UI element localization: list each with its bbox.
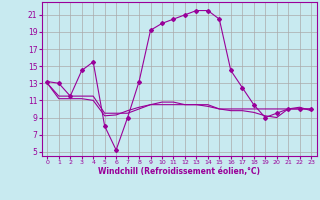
X-axis label: Windchill (Refroidissement éolien,°C): Windchill (Refroidissement éolien,°C)	[98, 167, 260, 176]
